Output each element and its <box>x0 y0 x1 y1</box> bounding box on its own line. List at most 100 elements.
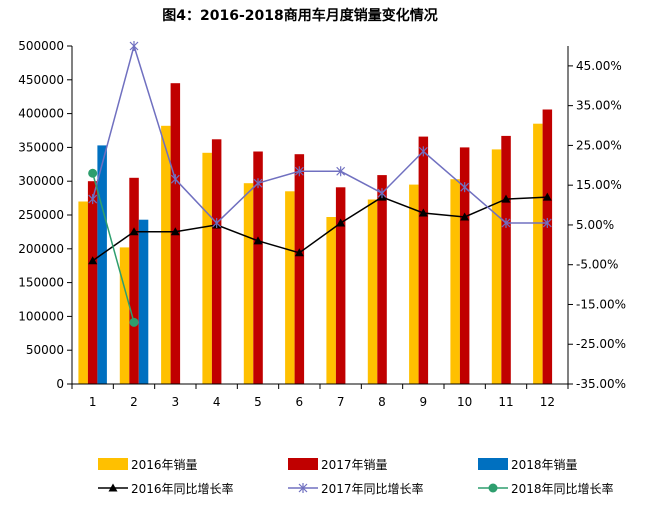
point-1-3 <box>170 227 180 236</box>
bar-1-12 <box>533 123 543 384</box>
x-tick-label: 4 <box>213 395 221 409</box>
bar-2-9 <box>418 136 429 384</box>
right-tick-label: -15.00% <box>576 297 626 311</box>
right-tick-label: 45.00% <box>576 59 622 73</box>
bar-1-7 <box>326 217 336 384</box>
right-tick-label: 5.00% <box>576 218 614 232</box>
legend: 2016年销量 2017年销量 2018年销量 2016年同比增长率 2017年同比增长… <box>98 458 614 496</box>
point-1-5 <box>253 236 263 245</box>
left-tick-label: 400000 <box>18 107 64 121</box>
bars <box>78 83 553 385</box>
point-2-10 <box>460 182 470 193</box>
axes: 0500001000001500002000002500003000003500… <box>18 39 626 409</box>
right-tick-label: -5.00% <box>576 258 618 272</box>
x-tick-label: 3 <box>172 395 180 409</box>
left-tick-label: 0 <box>56 377 64 391</box>
bar-3-2 <box>138 219 149 384</box>
legend-label-3: 2018年销量 <box>511 458 578 472</box>
x-tick-label: 2 <box>130 395 138 409</box>
bar-2-10 <box>459 147 470 384</box>
bar-1-3 <box>161 125 171 385</box>
x-tick-label: 6 <box>296 395 304 409</box>
bar-1-8 <box>367 199 378 384</box>
legend-line-label-3: 2018年同比增长率 <box>511 481 614 496</box>
point-2-1 <box>88 194 98 205</box>
point-2-9 <box>418 146 428 157</box>
x-tick-label: 10 <box>457 395 472 409</box>
right-tick-label: -35.00% <box>576 377 626 391</box>
point-2-2 <box>129 41 139 51</box>
bar-1-6 <box>285 191 295 384</box>
right-tick-label: 25.00% <box>576 138 622 152</box>
line-series-3 <box>91 172 135 323</box>
point-1-12 <box>542 192 552 201</box>
point-1-2 <box>129 227 139 236</box>
x-tick-label: 9 <box>420 395 428 409</box>
point-2-7 <box>336 166 346 177</box>
bar-1-5 <box>243 183 254 384</box>
left-tick-label: 450000 <box>18 73 64 87</box>
bar-2-7 <box>335 187 346 384</box>
right-tick-label: 15.00% <box>576 178 622 192</box>
bar-1-11 <box>491 149 502 384</box>
legend-marker-3 <box>488 483 498 493</box>
right-tick-label: 35.00% <box>576 99 622 113</box>
point-3-2 <box>129 317 139 327</box>
left-tick-label: 150000 <box>18 276 64 290</box>
line-series-1 <box>92 196 548 262</box>
legend-marker-2 <box>298 483 308 493</box>
line-series-2 <box>91 43 548 225</box>
point-1-1 <box>88 256 98 265</box>
legend-label-1: 2016年销量 <box>131 458 198 472</box>
legend-marker-1 <box>108 483 118 492</box>
point-1-11 <box>501 194 511 203</box>
legend-label-2: 2017年销量 <box>321 458 388 472</box>
legend-swatch-3 <box>478 458 508 470</box>
bar-1-4 <box>202 152 212 384</box>
bar-1-10 <box>450 179 460 384</box>
right-tick-label: -25.00% <box>576 337 626 351</box>
bar-2-5 <box>253 151 263 384</box>
point-1-7 <box>336 218 346 227</box>
bar-2-4 <box>211 139 222 384</box>
point-2-11 <box>501 217 511 228</box>
legend-line-label-1: 2016年同比增长率 <box>131 481 234 496</box>
point-2-8 <box>377 188 387 199</box>
legend-swatch-2 <box>288 458 318 470</box>
bar-1-1 <box>78 201 88 384</box>
left-tick-label: 300000 <box>18 174 64 188</box>
x-tick-label: 5 <box>254 395 262 409</box>
bar-2-2 <box>129 177 139 384</box>
x-tick-label: 7 <box>337 395 345 409</box>
chart-title: 图4：2016-2018商用车月度销量变化情况 <box>162 7 437 24</box>
point-3-1 <box>88 168 98 178</box>
bar-1-9 <box>409 184 419 384</box>
bar-1-2 <box>119 247 130 384</box>
point-1-10 <box>460 212 470 221</box>
bar-2-1 <box>87 181 98 384</box>
left-tick-label: 50000 <box>26 343 64 357</box>
left-tick-label: 350000 <box>18 140 64 154</box>
left-tick-label: 200000 <box>18 242 64 256</box>
x-tick-label: 1 <box>89 395 97 409</box>
point-2-3 <box>170 174 180 185</box>
left-tick-label: 250000 <box>18 208 64 222</box>
bar-2-11 <box>501 135 511 384</box>
lines <box>88 41 552 327</box>
point-2-6 <box>294 166 304 177</box>
left-tick-label: 100000 <box>18 309 64 323</box>
x-tick-label: 12 <box>540 395 555 409</box>
left-tick-label: 500000 <box>18 39 64 53</box>
point-2-5 <box>253 178 263 189</box>
point-1-6 <box>294 248 304 257</box>
point-1-9 <box>418 208 428 217</box>
legend-swatch-1 <box>98 458 128 470</box>
bar-3-1 <box>97 145 107 384</box>
x-tick-label: 8 <box>378 395 386 409</box>
point-2-4 <box>212 217 222 228</box>
bar-2-12 <box>542 109 553 384</box>
x-tick-label: 11 <box>498 395 513 409</box>
legend-line-label-2: 2017年同比增长率 <box>321 481 424 496</box>
point-2-12 <box>542 217 552 228</box>
